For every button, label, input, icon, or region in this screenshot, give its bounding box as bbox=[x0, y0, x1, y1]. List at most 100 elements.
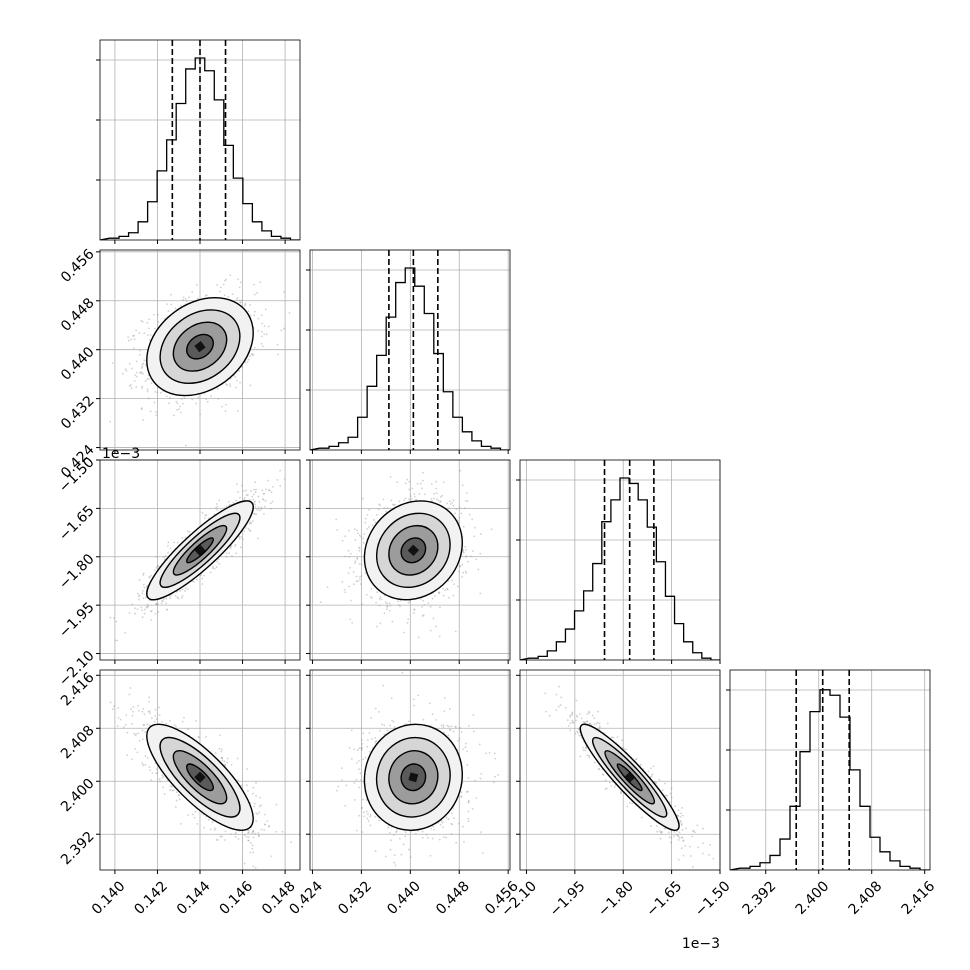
scatter-point bbox=[439, 501, 441, 504]
scatter-point bbox=[180, 305, 182, 307]
scatter-point bbox=[161, 777, 164, 779]
scatter-point bbox=[149, 334, 152, 336]
scatter-point bbox=[183, 397, 186, 399]
scatter-point bbox=[144, 731, 147, 733]
scatter-point bbox=[358, 549, 361, 552]
scatter-point bbox=[223, 760, 226, 763]
scatter-point bbox=[199, 574, 202, 577]
scatter-point bbox=[263, 492, 266, 495]
scatter-point bbox=[257, 835, 260, 838]
scatter-point bbox=[252, 831, 255, 833]
scatter-point bbox=[463, 507, 466, 509]
scatter-point bbox=[356, 557, 359, 559]
scatter-point bbox=[464, 555, 467, 558]
scatter-point bbox=[444, 589, 447, 592]
scatter-point bbox=[112, 617, 115, 619]
scatter-point bbox=[452, 594, 455, 597]
scatter-point bbox=[388, 602, 391, 605]
scatter-point bbox=[376, 591, 379, 594]
scatter-point bbox=[236, 298, 238, 301]
scatter-point bbox=[375, 601, 377, 604]
scatter-point bbox=[132, 335, 134, 337]
density-peak bbox=[194, 341, 206, 353]
scatter-point bbox=[114, 639, 117, 642]
scatter-point bbox=[173, 541, 175, 544]
scatter-point bbox=[183, 716, 185, 719]
scatter-point bbox=[429, 605, 432, 608]
scatter-point bbox=[268, 489, 271, 491]
scatter-point bbox=[146, 322, 149, 324]
scatter-point bbox=[138, 594, 141, 597]
scatter-point bbox=[359, 575, 361, 578]
scatter-point bbox=[411, 487, 414, 490]
scatter-point bbox=[371, 597, 373, 599]
scatter-point bbox=[227, 500, 230, 503]
scatter-point bbox=[160, 602, 163, 605]
scatter-point bbox=[210, 395, 213, 398]
scatter-point bbox=[215, 566, 218, 568]
scatter-point bbox=[142, 372, 144, 375]
scatter-point bbox=[251, 353, 253, 356]
scatter-point bbox=[236, 379, 238, 382]
scatter-point bbox=[231, 555, 233, 558]
scatter-point bbox=[245, 494, 248, 496]
scatter-point bbox=[384, 601, 387, 604]
scatter-point bbox=[244, 527, 247, 529]
scatter-point bbox=[243, 497, 246, 499]
scatter-point bbox=[461, 484, 464, 487]
scatter-point bbox=[272, 485, 274, 488]
scatter-point bbox=[141, 320, 144, 323]
scatter-point bbox=[130, 367, 133, 370]
scatter-point bbox=[234, 545, 236, 547]
scatter-point bbox=[161, 600, 163, 602]
scatter-point bbox=[148, 318, 151, 321]
scatter-point bbox=[230, 545, 233, 547]
scatter-point bbox=[142, 597, 145, 600]
scatter-point bbox=[465, 492, 468, 494]
scatter-point bbox=[109, 420, 112, 423]
scatter-point bbox=[433, 497, 435, 500]
scatter-point bbox=[257, 832, 260, 834]
scatter-point bbox=[159, 780, 161, 783]
scatter-point bbox=[270, 855, 273, 858]
scatter-point bbox=[420, 598, 422, 600]
scatter-point bbox=[349, 566, 352, 569]
scatter-point bbox=[216, 509, 219, 511]
scatter-point bbox=[155, 603, 157, 606]
scatter-point bbox=[205, 735, 207, 738]
scatter-point bbox=[215, 503, 218, 505]
scatter-point bbox=[355, 575, 358, 578]
scatter-point bbox=[247, 527, 250, 530]
scatter-point bbox=[262, 498, 265, 501]
scatter-point bbox=[243, 305, 246, 307]
scatter-point bbox=[446, 502, 448, 505]
scatter-point bbox=[439, 496, 442, 498]
scatter-point bbox=[368, 508, 371, 511]
scatter-point bbox=[260, 342, 263, 345]
scatter-point bbox=[169, 719, 171, 722]
scatter-point bbox=[184, 297, 187, 300]
scatter-point bbox=[248, 836, 250, 838]
scatter-point bbox=[382, 498, 385, 501]
scatter-point bbox=[215, 839, 218, 841]
scatter-point bbox=[152, 313, 155, 316]
scatter-point bbox=[225, 505, 228, 508]
scatter-point bbox=[134, 747, 137, 750]
scatter-point bbox=[251, 844, 254, 847]
scatter-point bbox=[182, 299, 184, 301]
scatter-point bbox=[251, 847, 254, 850]
scatter-point bbox=[153, 401, 156, 404]
scatter-point bbox=[458, 516, 461, 519]
scatter-point bbox=[408, 480, 411, 483]
scatter-point bbox=[124, 631, 127, 634]
scatter-point bbox=[379, 504, 382, 507]
scatter-point bbox=[196, 297, 199, 300]
panels bbox=[96, 39, 931, 874]
scatter-point bbox=[155, 718, 158, 721]
scatter-point bbox=[239, 301, 242, 304]
scatter-point bbox=[184, 587, 187, 590]
scatter-point bbox=[142, 572, 145, 575]
contour-line-1 bbox=[159, 309, 241, 385]
scatter-point bbox=[121, 372, 124, 375]
scatter-point bbox=[155, 566, 158, 569]
